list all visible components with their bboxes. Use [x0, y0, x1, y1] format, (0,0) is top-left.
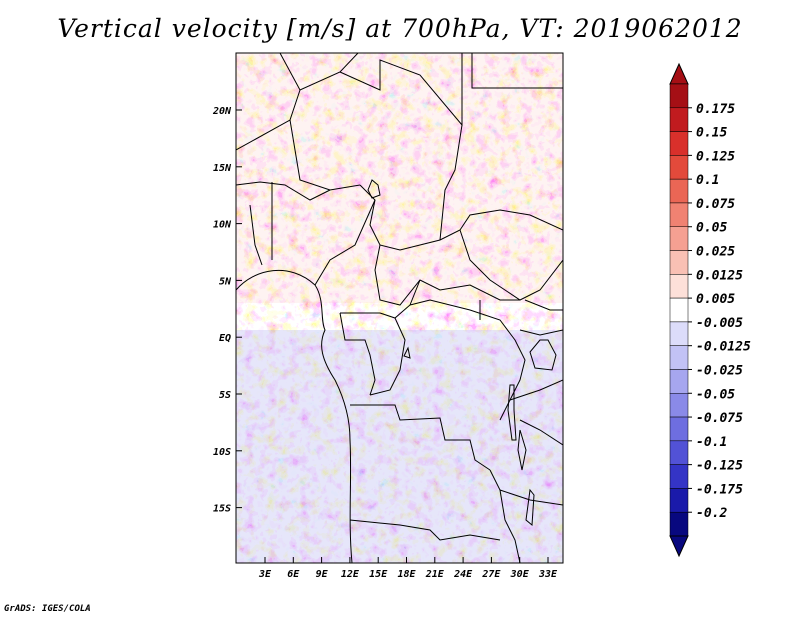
colorbar-label: -0.025	[696, 363, 743, 378]
colorbar-swatch	[669, 393, 689, 418]
colorbar-swatch	[669, 321, 689, 346]
longitude-axis: 3E 6E 9E 12E 15E 18E 21E 24E 27E 30E 33E	[258, 557, 558, 580]
map-frame	[235, 52, 564, 564]
colorbar-label: 0.1	[696, 173, 719, 188]
lon-label: 3E	[258, 569, 272, 580]
colorbar-label: 0.175	[696, 102, 735, 117]
colorbar-label: -0.1	[696, 435, 727, 450]
colorbar-swatch	[669, 511, 689, 537]
colorbar-swatch	[669, 131, 689, 156]
colorbar-label: 0.075	[696, 197, 735, 212]
lat-label: EQ	[219, 333, 231, 344]
lon-label: 33E	[538, 569, 558, 580]
lon-label: 27E	[481, 569, 501, 580]
colorbar-label: -0.0125	[696, 340, 751, 355]
colorbar-label: 0.025	[696, 245, 735, 260]
lat-label: 5S	[219, 390, 231, 401]
colorbar-swatch	[669, 83, 689, 109]
lon-label: 18E	[397, 569, 416, 580]
colorbar-swatch	[669, 416, 689, 442]
colorbar-swatch	[669, 178, 689, 204]
lat-label: 10N	[213, 220, 232, 231]
colorbar-label: 0.0125	[696, 268, 743, 283]
lakes	[367, 179, 557, 527]
velocity-field	[236, 53, 563, 563]
colorbar-swatch	[669, 226, 689, 251]
lon-label: 9E	[316, 569, 329, 580]
latitude-axis: 20N 15N 10N 5N EQ 5S 10S 15S	[212, 106, 242, 515]
colorbar-label: -0.125	[696, 459, 743, 474]
lon-label: 15E	[369, 569, 388, 580]
colorbar-swatch	[669, 202, 689, 227]
country-borders	[236, 53, 563, 563]
colorbar-label: 0.15	[696, 126, 727, 141]
chart-title: Vertical velocity [m/s] at 700hPa, VT: 2…	[57, 14, 743, 43]
colorbar-swatch	[669, 464, 689, 489]
colorbar-top-arrow	[669, 62, 689, 85]
colorbar-label: 0.125	[696, 149, 735, 164]
lon-label: 12E	[341, 569, 360, 580]
lat-label: 20N	[212, 106, 232, 117]
colorbar-swatch	[669, 250, 689, 275]
colorbar-swatch	[669, 274, 689, 299]
colorbar-label: 0.05	[696, 221, 727, 236]
colorbar-swatch	[669, 440, 689, 465]
lat-label: 5N	[219, 276, 232, 287]
lon-label: 24E	[453, 569, 473, 580]
lon-label: 21E	[425, 569, 445, 580]
lat-label: 10S	[213, 447, 231, 458]
colorbar: 0.175 0.15 0.125 0.1 0.075 0.05 0.025 0.0125 0.0…	[669, 62, 751, 558]
lat-label: 15N	[213, 163, 232, 174]
colorbar-swatch	[669, 107, 689, 132]
lon-label: 30E	[510, 569, 530, 580]
colorbar-label: -0.005	[696, 316, 743, 331]
colorbar-bottom-arrow	[669, 535, 689, 558]
colorbar-swatch	[669, 488, 689, 513]
colorbar-swatch	[669, 297, 689, 323]
colorbar-swatch	[669, 155, 689, 180]
colorbar-label: -0.075	[696, 411, 743, 426]
colorbar-swatch	[669, 369, 689, 394]
colorbar-label: -0.2	[696, 506, 727, 521]
colorbar-label: -0.175	[696, 482, 743, 497]
colorbar-label: -0.05	[696, 387, 735, 402]
colorbar-label: 0.005	[696, 292, 735, 307]
lon-label: 6E	[287, 569, 300, 580]
footer-credit: GrADS: IGES/COLA	[4, 604, 91, 614]
colorbar-swatch	[669, 345, 689, 370]
lat-label: 15S	[213, 504, 231, 515]
